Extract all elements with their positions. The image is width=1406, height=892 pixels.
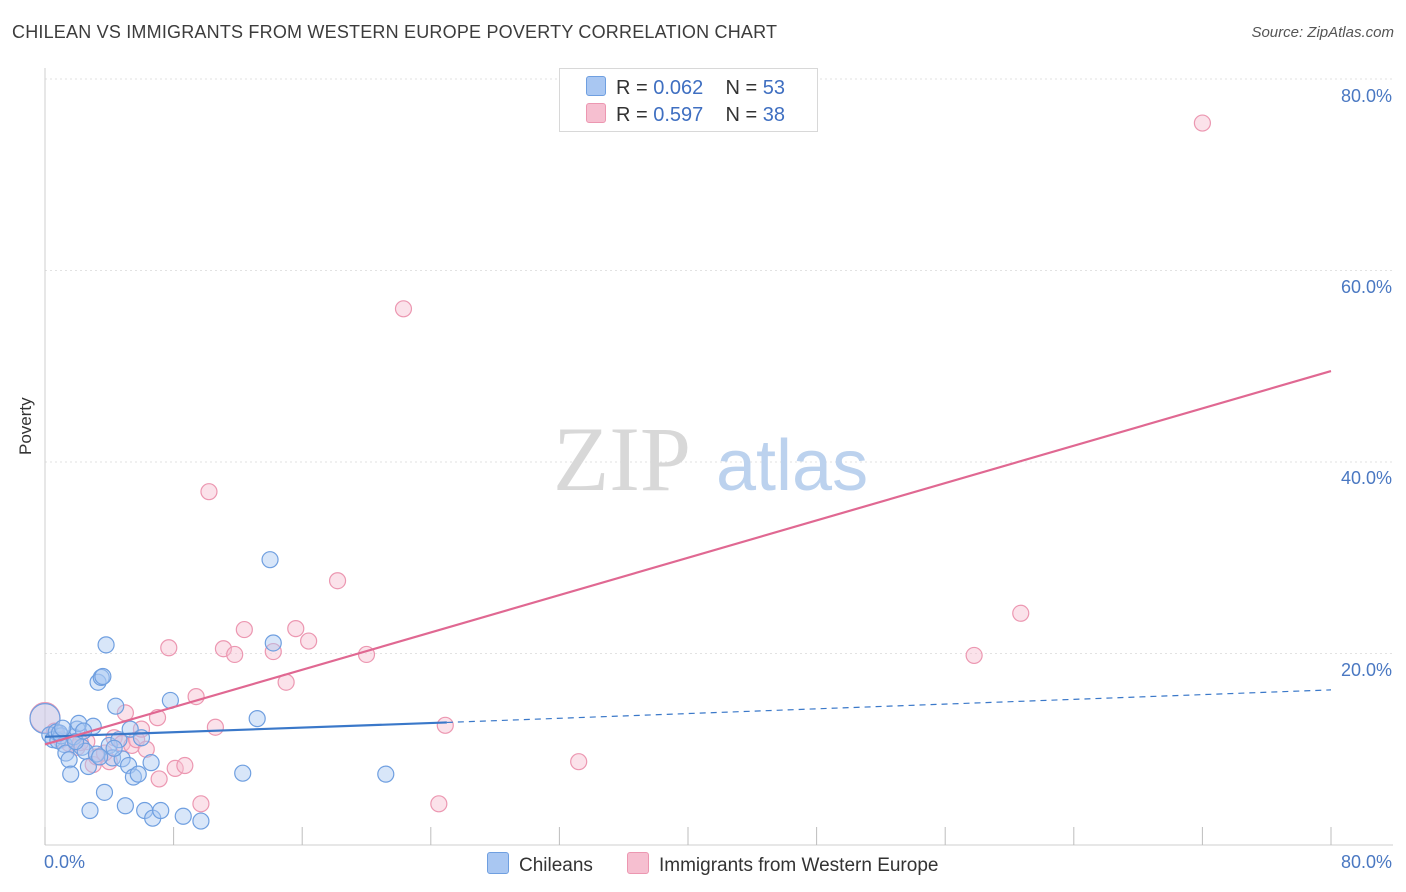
stats-legend: R = 0.062 N = 53 R = 0.597 N = 38 (559, 68, 818, 132)
legend-r-label: R = (616, 77, 648, 99)
x-tick-label: 0.0% (44, 852, 86, 872)
legend-r-value: 0.597 (653, 104, 704, 126)
y-tick-label: 60.0% (1340, 277, 1392, 297)
y-tick-label: 40.0% (1340, 468, 1392, 488)
data-point (264, 634, 282, 652)
data-point (226, 645, 244, 664)
data-point (105, 739, 123, 757)
data-point (95, 783, 114, 801)
data-point (234, 764, 252, 782)
trend-line-chileans-extension (446, 689, 1332, 724)
axes (44, 68, 1393, 846)
data-point (328, 572, 347, 590)
data-point (60, 751, 78, 769)
data-point (97, 636, 115, 654)
data-point (300, 632, 318, 650)
data-point (394, 300, 413, 318)
data-point (174, 807, 192, 825)
legend-label: Chileans (519, 855, 593, 876)
data-point (166, 759, 184, 778)
legend-swatch-pink (586, 103, 606, 123)
data-point (200, 483, 218, 501)
data-point (430, 795, 448, 813)
legend-n-value: 53 (762, 77, 786, 99)
data-point (62, 765, 80, 783)
data-point (965, 646, 983, 665)
y-tick-label: 20.0% (1340, 660, 1392, 680)
data-point (79, 757, 98, 776)
legend-row-immigrants: R = 0.597 N = 38 (586, 103, 785, 127)
data-point (150, 770, 168, 788)
data-point (1012, 604, 1030, 622)
data-point (107, 697, 125, 715)
trend-line-chileans (44, 721, 447, 738)
data-point (94, 667, 112, 686)
legend-swatch-pink (627, 852, 649, 874)
x-tick-label: 80.0% (1340, 852, 1392, 872)
y-tick-label: 80.0% (1340, 86, 1392, 106)
legend-item-immigrants[interactable]: Immigrants from Western Europe (627, 852, 938, 877)
legend-row-chileans: R = 0.062 N = 53 (586, 76, 785, 100)
data-point (116, 797, 134, 815)
series-chileans (29, 551, 395, 830)
data-point (436, 716, 454, 734)
legend-r-label: R = (616, 104, 648, 126)
legend-item-chileans[interactable]: Chileans (487, 852, 593, 877)
legend-label: Immigrants from Western Europe (659, 855, 939, 876)
trend-line-immigrants (44, 369, 1332, 746)
data-point (235, 620, 253, 639)
y-axis-label: Poverty (16, 397, 35, 455)
data-point (129, 765, 147, 783)
data-point (152, 801, 170, 820)
data-point (29, 703, 61, 735)
watermark-atlas: atlas (716, 426, 868, 506)
legend-n-label: N = (725, 104, 758, 126)
data-point (81, 801, 99, 820)
data-point (110, 731, 128, 749)
data-point (1193, 114, 1212, 132)
data-point (91, 748, 109, 766)
data-point (54, 719, 72, 737)
data-point (87, 745, 106, 763)
legend-swatch-blue (586, 76, 606, 96)
data-point (206, 718, 224, 736)
data-point (124, 768, 143, 786)
trend-lines (44, 369, 1332, 746)
chart-title: CHILEAN VS IMMIGRANTS FROM WESTERN EUROP… (12, 22, 778, 42)
data-point (570, 753, 588, 771)
data-point (187, 687, 205, 706)
data-point (142, 754, 160, 772)
legend-n-value: 38 (762, 104, 786, 126)
source-label: Source: ZipAtlas.com (1251, 24, 1394, 41)
legend-swatch-blue (487, 852, 509, 874)
data-point (248, 710, 266, 728)
data-point (287, 620, 305, 638)
data-point (377, 765, 395, 783)
data-point (176, 756, 194, 775)
data-point (261, 551, 279, 569)
data-point (160, 639, 178, 657)
data-point (264, 642, 282, 661)
data-point (192, 812, 210, 830)
watermark-zip: ZIP (553, 408, 691, 510)
data-point (192, 795, 210, 813)
watermark: ZIP atlas (553, 408, 868, 510)
legend-r-value: 0.062 (653, 77, 704, 99)
legend-n-label: N = (725, 77, 758, 99)
gridlines (45, 78, 1393, 654)
